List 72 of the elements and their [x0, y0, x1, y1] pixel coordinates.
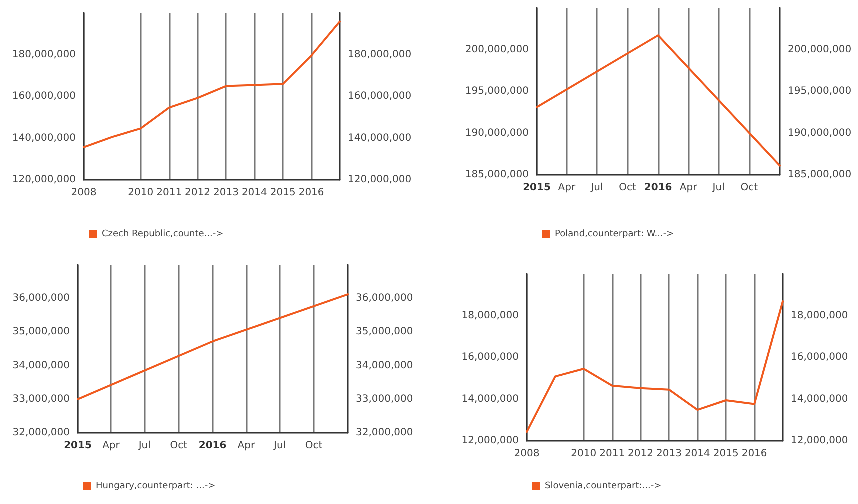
x-tick-label: 2010	[571, 448, 597, 460]
y2-tick-label: 35,000,000	[356, 326, 414, 338]
x-tick-label: Oct	[740, 182, 758, 194]
y-tick-label: 200,000,000	[465, 44, 529, 56]
y-tick-label: 32,000,000	[12, 428, 70, 438]
y-tick-label: 34,000,000	[12, 360, 70, 372]
y2-tick-label: 185,000,000	[788, 170, 852, 180]
x-tick-label: Apr	[238, 440, 256, 452]
y2-tick-label: 12,000,000	[791, 436, 848, 446]
y-tick-label: 180,000,000	[12, 49, 76, 60]
y2-tick-label: 14,000,000	[791, 394, 848, 405]
y-tick-label: 14,000,000	[462, 394, 519, 405]
x-tick-label: 2012	[185, 188, 211, 198]
y2-tick-label: 200,000,000	[788, 44, 852, 56]
x-tick-label: Jul	[590, 182, 604, 194]
y-tick-label: 120,000,000	[12, 174, 76, 186]
x-tick-label: Apr	[102, 440, 121, 452]
x-tick-label: 2008	[71, 188, 97, 198]
y-tick-label: 35,000,000	[12, 326, 70, 338]
legend-label: Czech Republic,counte...->	[102, 230, 224, 240]
legend-label: Poland,counterpart: W...->	[555, 230, 674, 240]
x-tick-label: 2014	[242, 188, 268, 198]
y-tick-label: 185,000,000	[465, 170, 529, 180]
x-tick-label: 2010	[128, 188, 154, 198]
x-tick-label: 2015	[270, 188, 296, 198]
x-tick-label: Apr	[558, 182, 576, 194]
line-series	[83, 20, 341, 148]
x-tick-label: Jul	[273, 440, 286, 452]
y-tick-label: 190,000,000	[465, 128, 529, 139]
x-tick-label: Oct	[170, 440, 188, 452]
y2-tick-label: 18,000,000	[791, 310, 848, 322]
x-tick-label: 2014	[684, 448, 710, 460]
x-tick-label: Apr	[680, 182, 698, 194]
x-tick-label: 2011	[600, 448, 626, 460]
y2-tick-label: 32,000,000	[356, 428, 414, 438]
y-tick-label: 195,000,000	[465, 86, 529, 97]
y2-tick-label: 120,000,000	[348, 174, 412, 186]
x-tick-label: 2015	[713, 448, 739, 460]
y2-tick-label: 180,000,000	[348, 49, 412, 60]
y-tick-label: 160,000,000	[12, 91, 76, 102]
y-tick-label: 33,000,000	[12, 394, 70, 405]
x-tick-label: 2015	[64, 440, 92, 452]
x-tick-label: 2012	[628, 448, 654, 460]
y2-tick-label: 33,000,000	[356, 394, 414, 405]
x-tick-label: 2016	[742, 448, 768, 460]
x-tick-label: 2016	[644, 182, 672, 194]
y-tick-label: 12,000,000	[462, 436, 519, 446]
y-tick-label: 16,000,000	[462, 352, 519, 363]
x-tick-label: 2011	[156, 188, 182, 198]
y2-tick-label: 190,000,000	[788, 128, 852, 139]
legend-label: Hungary,counterpart: ...->	[96, 482, 216, 492]
legend-label: Slovenia,counterpart:...->	[545, 482, 662, 492]
x-tick-label: Jul	[712, 182, 725, 194]
y2-tick-label: 195,000,000	[788, 86, 852, 97]
x-tick-label: 2015	[523, 182, 551, 194]
x-tick-label: Oct	[619, 182, 636, 194]
x-tick-label: 2008	[514, 448, 540, 460]
y-tick-label: 36,000,000	[12, 293, 70, 304]
y-tick-label: 18,000,000	[462, 310, 519, 322]
y2-tick-label: 140,000,000	[348, 132, 412, 144]
y-tick-label: 140,000,000	[12, 132, 76, 144]
y2-tick-label: 36,000,000	[356, 293, 414, 304]
x-tick-label: Jul	[138, 440, 151, 452]
y2-tick-label: 160,000,000	[348, 91, 412, 102]
x-tick-label: 2013	[656, 448, 682, 460]
y2-tick-label: 16,000,000	[791, 352, 848, 363]
y2-tick-label: 34,000,000	[356, 360, 414, 372]
x-tick-label: Oct	[305, 440, 323, 452]
line-series	[526, 300, 784, 434]
x-tick-label: 2016	[298, 188, 324, 198]
x-tick-label: 2013	[213, 188, 239, 198]
x-tick-label: 2016	[198, 440, 227, 452]
